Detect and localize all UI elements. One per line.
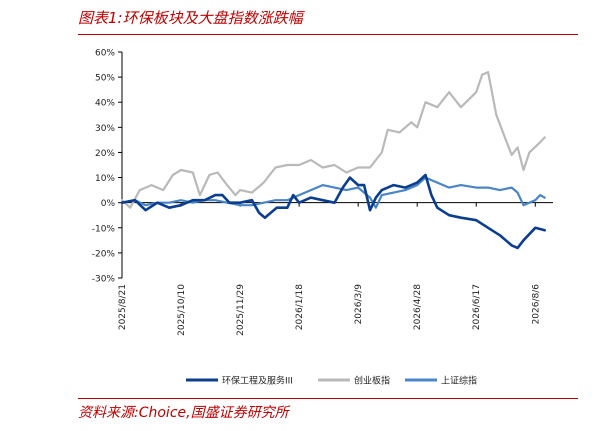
y-tick-label: 30%: [95, 124, 115, 134]
x-tick-label: 2026/4/28: [413, 284, 423, 330]
legend-label-0: 环保工程及服务III: [222, 375, 293, 387]
x-axis-ticks: 2025/8/21 2025/10/10 2025/11/29 2026/1/18 20…: [118, 202, 541, 336]
x-tick-label: 2025/8/21: [118, 284, 128, 330]
chart-title: 图表1:环保板块及大盘指数涨跌幅: [78, 9, 303, 27]
y-tick-label: -30%: [92, 275, 116, 285]
source-note: 资料来源:Choice,国盛证券研究所: [78, 405, 289, 421]
footer-divider: [78, 398, 578, 399]
y-tick-label: 20%: [95, 149, 115, 159]
y-tick-label: 0%: [101, 199, 116, 209]
x-tick-label: 2025/11/29: [236, 284, 246, 336]
legend-label-1: 创业板指: [354, 375, 390, 387]
series-line-1: [120, 71, 546, 209]
x-tick-label: 2026/6/17: [472, 284, 482, 330]
y-tick-label: 40%: [95, 99, 115, 109]
y-axis-ticks: -30% -20% -10% 0% 10% 20% 30% 40% 50% 60%: [92, 49, 122, 285]
series-layer: [120, 71, 546, 250]
y-tick-label: 50%: [95, 74, 115, 84]
y-tick-label: 10%: [95, 174, 115, 184]
y-tick-label: 60%: [95, 49, 115, 59]
series-line-0: [120, 173, 546, 250]
legend-label-2: 上证综指: [441, 375, 477, 387]
y-tick-label: -10%: [92, 224, 116, 234]
x-tick-label: 2026/1/18: [295, 284, 305, 330]
x-tick-label: 2026/3/9: [354, 284, 364, 325]
legend: 环保工程及服务III 创业板指 上证综指: [186, 375, 477, 387]
x-tick-label: 2026/8/6: [531, 284, 541, 325]
title-divider: [78, 34, 578, 35]
x-tick-label: 2025/10/10: [177, 284, 187, 336]
y-tick-label: -20%: [92, 249, 116, 259]
